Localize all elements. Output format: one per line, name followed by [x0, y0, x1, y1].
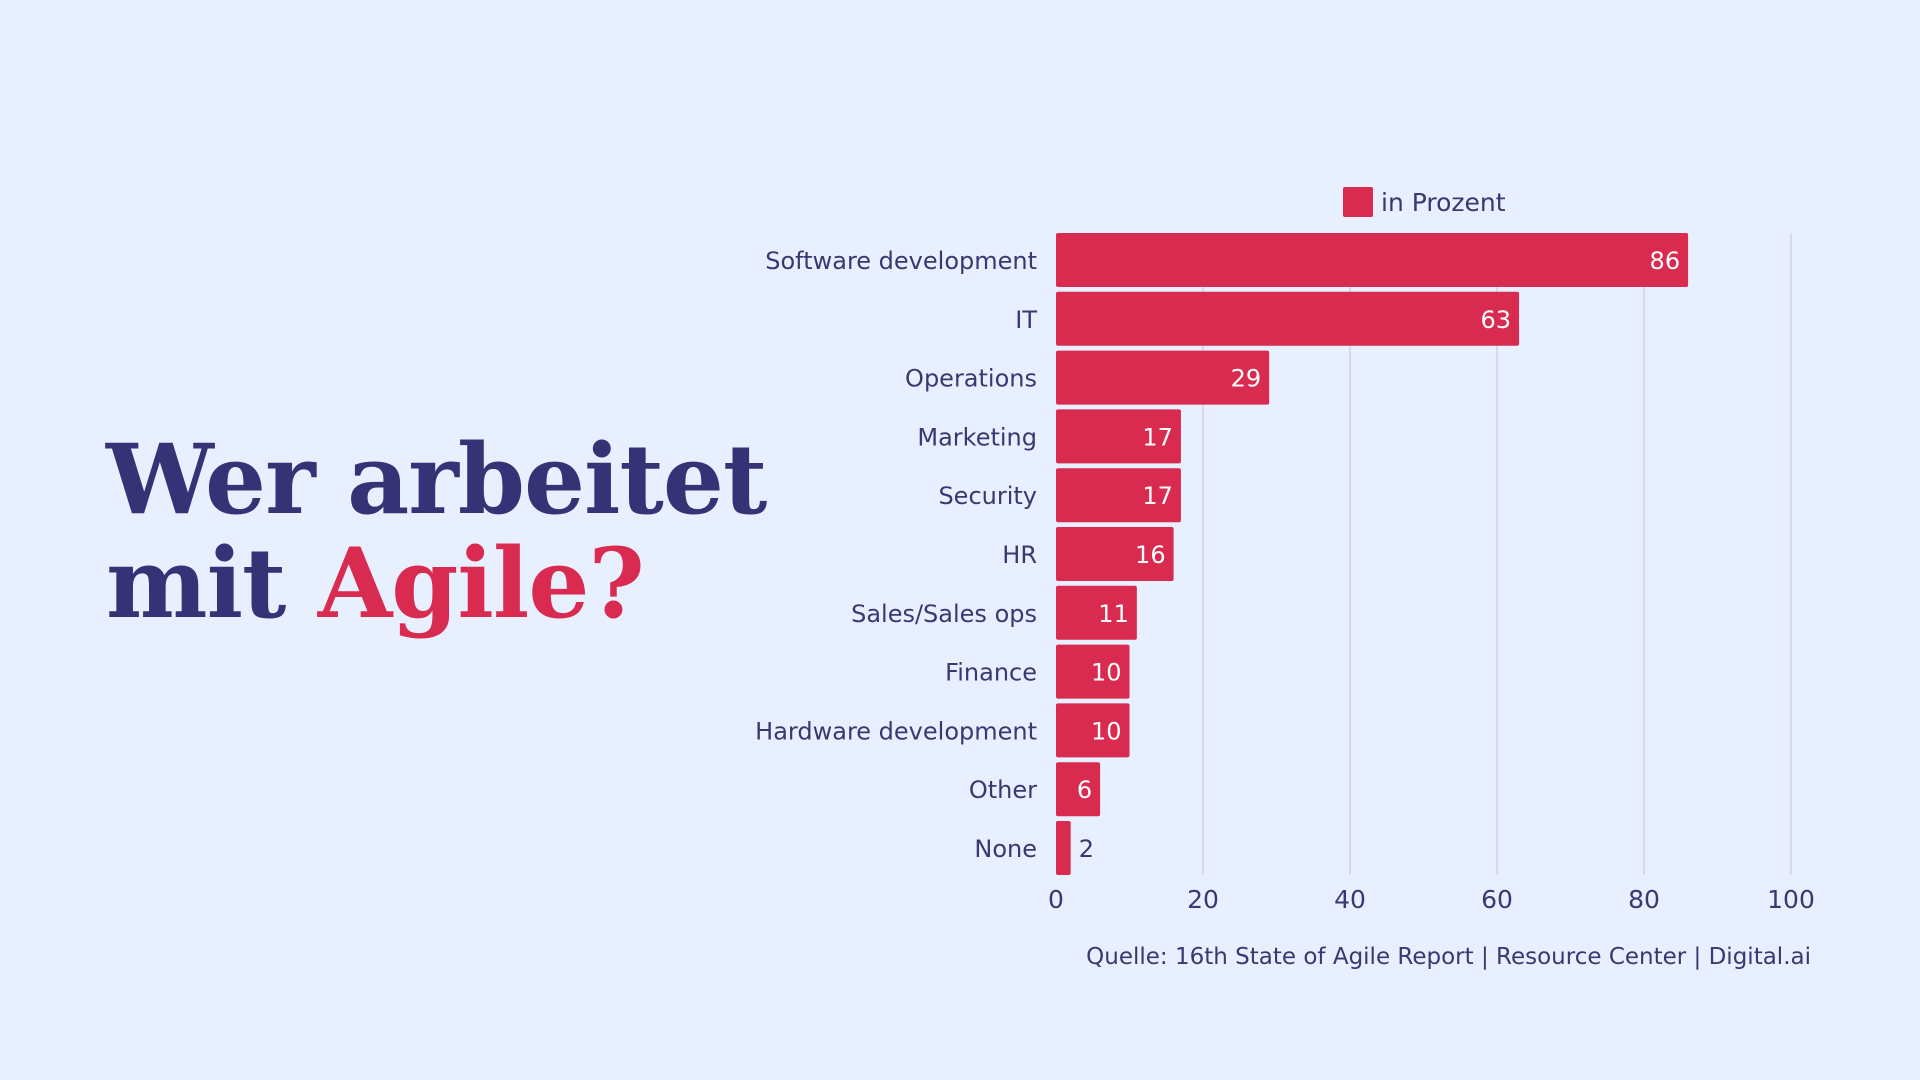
- headline-line-2: mit Agile?: [106, 532, 766, 636]
- chart-bars: 86 63 29 17 17 16 11 10 10 6 2: [1056, 233, 1689, 875]
- bar-7: [1056, 644, 1130, 699]
- category-label-8: Hardware development: [755, 717, 1037, 745]
- category-label-0: Software development: [765, 247, 1037, 275]
- bar-8: [1056, 703, 1130, 758]
- value-label-7: 10: [1091, 659, 1122, 687]
- headline-accent: Agile?: [317, 527, 645, 640]
- value-label-8: 10: [1091, 717, 1122, 745]
- value-label-0: 86: [1650, 247, 1681, 275]
- headline-prefix: mit: [106, 527, 318, 640]
- bar-1: [1056, 291, 1520, 346]
- tick-label-20: 20: [1187, 885, 1219, 914]
- value-label-2: 29: [1231, 365, 1262, 393]
- value-label-10: 2: [1079, 835, 1094, 863]
- bar-9: [1056, 762, 1101, 817]
- category-label-9: Other: [969, 776, 1037, 804]
- bar-10: [1056, 821, 1071, 875]
- category-label-1: IT: [1015, 306, 1037, 334]
- category-label-6: Sales/Sales ops: [851, 600, 1037, 628]
- tick-label-100: 100: [1767, 885, 1815, 914]
- bar-3: [1056, 409, 1181, 464]
- category-label-3: Marketing: [917, 423, 1037, 451]
- bar-0: [1056, 233, 1689, 287]
- value-label-9: 6: [1077, 776, 1092, 804]
- category-label-4: Security: [938, 482, 1037, 510]
- tick-label-40: 40: [1334, 885, 1366, 914]
- value-label-3: 17: [1142, 423, 1173, 451]
- headline: Wer arbeitet mit Agile?: [106, 423, 767, 636]
- tick-label-80: 80: [1628, 885, 1660, 914]
- value-label-6: 11: [1098, 600, 1129, 628]
- category-label-10: None: [974, 835, 1037, 863]
- tick-label-60: 60: [1481, 885, 1513, 914]
- bar-4: [1056, 468, 1181, 523]
- tick-label-0: 0: [1048, 885, 1064, 914]
- category-label-5: HR: [1002, 541, 1037, 569]
- category-label-2: Operations: [905, 365, 1037, 393]
- value-label-1: 63: [1481, 306, 1512, 334]
- value-label-5: 16: [1135, 541, 1166, 569]
- category-labels: Software development IT Operations Marketin…: [755, 247, 1037, 863]
- legend-swatch: [1343, 187, 1373, 217]
- headline-line-1: Wer arbeitet: [106, 423, 767, 536]
- chart-legend: in Prozent: [1343, 187, 1506, 217]
- source-note: Quelle: 16th State of Agile Report | Res…: [1086, 944, 1811, 970]
- value-label-4: 17: [1142, 482, 1173, 510]
- legend-label: in Prozent: [1381, 188, 1506, 217]
- bar-6: [1056, 585, 1137, 640]
- x-axis-ticks: 0 20 40 60 80 100: [1048, 885, 1815, 914]
- bar-2: [1056, 350, 1270, 405]
- bar-5: [1056, 527, 1174, 581]
- category-label-7: Finance: [945, 659, 1037, 687]
